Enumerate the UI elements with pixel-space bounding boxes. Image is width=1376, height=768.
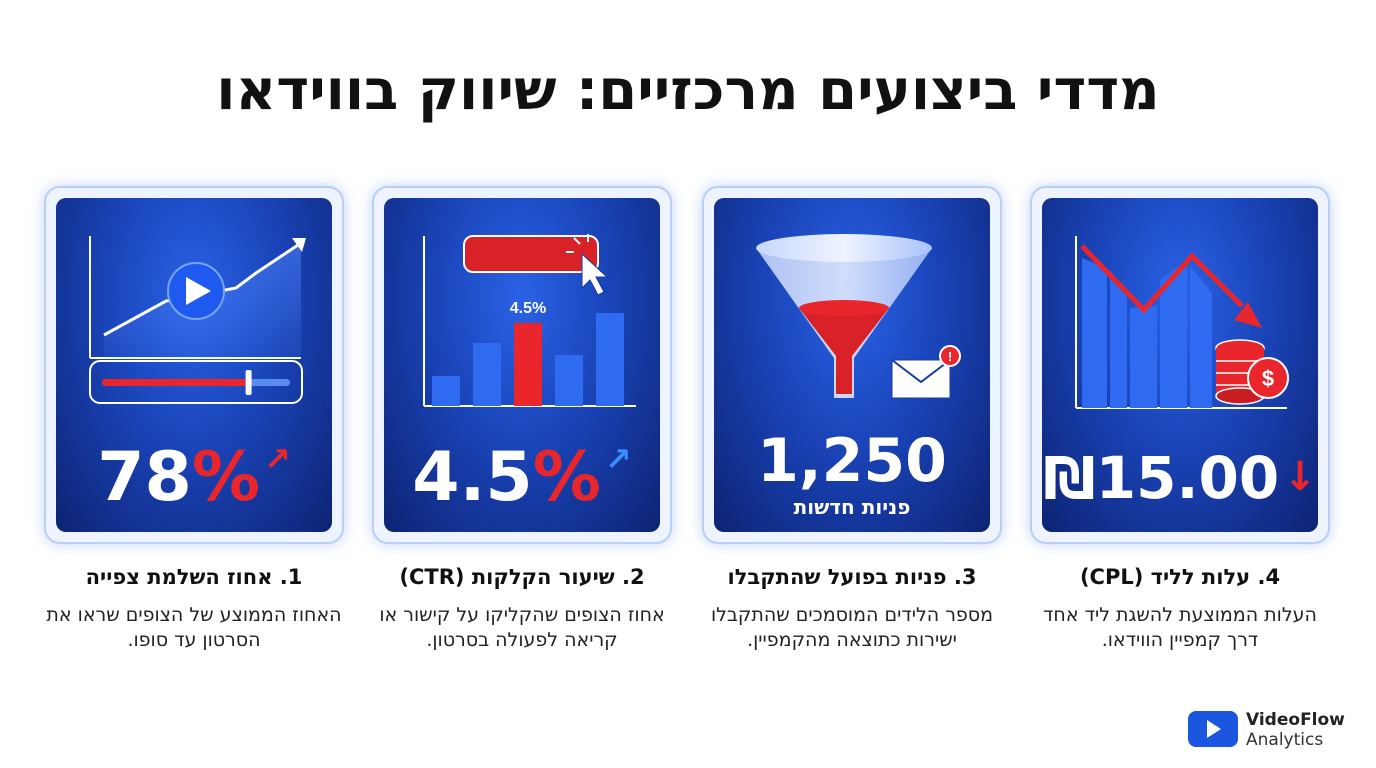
kpi-card-completion-panel: 78% ↗ xyxy=(56,198,332,532)
kpi-card-completion: 78% ↗ xyxy=(44,186,344,544)
card-desc-completion: האחוז הממוצע של הצופים שראו את הסרטון עד… xyxy=(46,604,342,651)
page-title: מדדי ביצועים מרכזיים: שיווק בווידאו xyxy=(216,58,1160,123)
card-heading-completion: 1. אחוז השלמת צפייה xyxy=(85,565,303,589)
cost-decline-chart-icon: $ xyxy=(1075,236,1289,409)
card-desc-cpl: העלות הממוצעת להשגת ליד אחד דרך קמפיין ה… xyxy=(1043,604,1317,651)
cta-button-icon xyxy=(463,235,599,273)
svg-text:$: $ xyxy=(1262,366,1274,391)
leads-value: 1,250 xyxy=(757,426,947,496)
ctr-bar-label: 4.5% xyxy=(510,300,546,317)
kpi-card-cpl: $ ₪15.00 ↓ xyxy=(1030,186,1330,544)
kpi-card-ctr: 4.5% 4.5% ↗ xyxy=(372,186,672,544)
card-desc-leads: מספר הלידים המוסמכים שהתקבלו ישירות כתוצ… xyxy=(710,604,994,651)
completion-chart-icon xyxy=(89,236,306,404)
leads-sub-label: פניות חדשות xyxy=(793,495,911,519)
card-heading-cpl: 4. עלות לליד (CPL) xyxy=(1079,565,1281,589)
funnel-icon: ! xyxy=(756,234,961,399)
cursor-icon xyxy=(581,252,609,296)
completion-progress-fill xyxy=(102,379,249,386)
ctr-value: 4.5% ↗ xyxy=(412,438,632,517)
cpl-value: ₪15.00 ↓ xyxy=(1043,444,1317,512)
email-alert-icon: ! xyxy=(891,345,961,399)
coin-stack-icon: $ xyxy=(1215,339,1289,405)
completion-value: 78% ↗ xyxy=(97,438,291,517)
trend-up-icon: ↗ xyxy=(263,440,291,478)
kpi-card-ctr-panel: 4.5% 4.5% ↗ xyxy=(384,198,660,532)
svg-text:!: ! xyxy=(948,349,952,364)
brand-subtitle: Analytics xyxy=(1246,730,1324,750)
ctr-chart-icon: 4.5% xyxy=(423,234,636,407)
kpi-card-leads: ! 1,250 פניות חדשות xyxy=(702,186,1002,544)
card-desc-ctr: אחוז הצופים שהקליקו על קישור או קריאה לפ… xyxy=(379,604,665,651)
kpi-card-leads-panel: ! 1,250 פניות חדשות xyxy=(714,198,990,532)
trend-down-icon: ↓ xyxy=(1283,454,1317,500)
completion-progress-handle xyxy=(245,370,252,395)
card-heading-leads: 3. פניות בפועל שהתקבלו xyxy=(727,565,977,589)
trend-up-icon: ↗ xyxy=(604,440,632,478)
kpi-card-cpl-panel: $ ₪15.00 ↓ xyxy=(1042,198,1318,532)
card-heading-ctr: 2. שיעור הקלקות (CTR) xyxy=(399,565,645,589)
brand-name: VideoFlow xyxy=(1246,710,1345,730)
play-logo-icon xyxy=(1188,711,1238,747)
